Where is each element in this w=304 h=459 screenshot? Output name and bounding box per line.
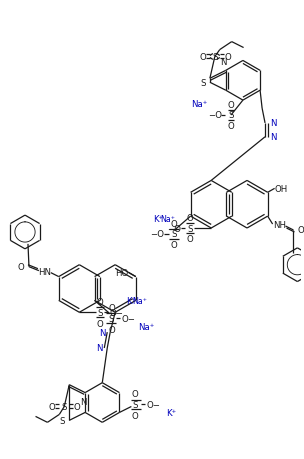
Text: O: O — [187, 235, 194, 244]
Text: Na⁺: Na⁺ — [160, 214, 175, 223]
Text: O−: O− — [121, 314, 135, 323]
Text: N: N — [99, 328, 105, 337]
Text: S: S — [212, 53, 218, 62]
Text: S: S — [97, 308, 103, 317]
Text: N: N — [96, 344, 102, 353]
Text: S: S — [60, 416, 65, 425]
Text: S: S — [228, 111, 234, 120]
Text: Na⁺: Na⁺ — [191, 99, 208, 108]
Text: −O: −O — [208, 111, 222, 120]
Text: O: O — [228, 122, 234, 131]
Text: O: O — [170, 219, 177, 228]
Text: O: O — [228, 101, 234, 109]
Text: O: O — [97, 297, 104, 306]
Text: O: O — [187, 213, 194, 222]
Text: N: N — [220, 58, 227, 67]
Text: N: N — [270, 119, 276, 128]
Text: O: O — [74, 402, 81, 411]
Text: O: O — [48, 402, 55, 411]
Text: HO: HO — [115, 269, 129, 278]
Text: O: O — [132, 389, 139, 398]
Text: O−: O− — [109, 308, 123, 317]
Text: S: S — [61, 402, 67, 411]
Text: O: O — [298, 226, 304, 235]
Text: K⁺: K⁺ — [126, 296, 136, 305]
Text: O−: O− — [146, 400, 160, 409]
Text: O: O — [18, 263, 24, 272]
Text: Na⁺: Na⁺ — [138, 322, 154, 331]
Text: −O: −O — [168, 224, 181, 233]
Text: K⁺: K⁺ — [166, 408, 176, 417]
Text: O: O — [199, 53, 206, 62]
Text: S: S — [109, 314, 114, 323]
Text: O: O — [108, 325, 115, 334]
Text: O: O — [132, 411, 139, 420]
Text: S: S — [171, 230, 177, 239]
Text: O: O — [97, 319, 104, 328]
Text: OH: OH — [275, 185, 288, 193]
Text: S: S — [188, 224, 193, 233]
Text: O: O — [224, 53, 231, 62]
Text: HN: HN — [38, 268, 51, 276]
Text: O: O — [170, 241, 177, 250]
Text: N: N — [80, 397, 86, 406]
Text: N: N — [270, 133, 276, 142]
Text: S: S — [200, 78, 206, 88]
Text: K⁺: K⁺ — [154, 214, 164, 223]
Text: −O: −O — [150, 230, 164, 239]
Text: S: S — [133, 400, 138, 409]
Text: NH: NH — [273, 220, 286, 229]
Text: Na⁺: Na⁺ — [132, 296, 147, 305]
Text: O: O — [108, 303, 115, 312]
